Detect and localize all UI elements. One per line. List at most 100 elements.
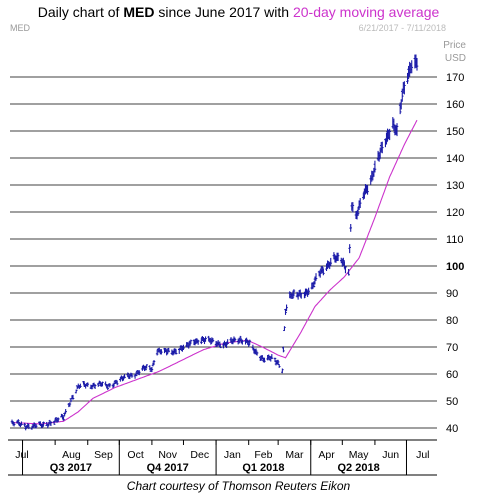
price-bar [196,339,200,345]
price-bar [314,273,318,281]
currency-axis-label: USD [445,53,466,64]
price-bar [385,132,388,145]
chart-title: Daily chart of MED since June 2017 with … [38,4,440,20]
x-quarter-label: Q4 2017 [147,462,189,474]
x-quarter-label: Q2 2018 [338,462,380,474]
price-bar [173,348,177,353]
y-tick-label-110: 110 [446,234,464,246]
y-tick-label-170: 170 [446,72,464,84]
y-tick-label-80: 80 [446,315,458,327]
price-bar [61,414,64,419]
price-bar [349,223,353,232]
price-bar [241,339,244,345]
price-bar [380,141,384,154]
date-range-label: 6/21/2017 - 7/11/2018 [359,23,446,33]
x-tick-label-jul: Jul [416,449,429,461]
price-bar [291,291,295,299]
y-tick-label-60: 60 [446,369,458,381]
price-bar [27,424,31,430]
price-bar [200,337,203,345]
footer-credit: Chart courtesy of Thomson Reuters Eikon [127,479,351,493]
price-bar [344,266,347,274]
price-bar [100,382,103,387]
price-bar [270,354,274,359]
price-bar [282,346,285,353]
price-bar [322,268,325,276]
price-bar [123,374,126,379]
title-ticker: MED [123,4,154,20]
price-bar [137,370,141,376]
title-prefix: Daily chart of [38,4,124,20]
price-bar [108,383,112,388]
price-bar [410,60,414,74]
title-middle: since June 2017 with [154,4,293,20]
price-bar [126,372,130,377]
y-tick-label-130: 130 [446,180,464,192]
price-bar [17,419,20,424]
x-tick-label-dec: Dec [190,449,209,461]
x-axis: Jul Aug Sep Oct Nov Dec Jan Feb Mar Apr May Jun Jul Q… [8,439,437,476]
gridlines [10,76,437,429]
price-bar [226,339,229,345]
price-bar [68,402,72,407]
x-tick-label-apr: Apr [318,449,335,461]
x-tick-label-jul: Jul [15,449,28,461]
x-tick-label-jan: Jan [224,449,241,461]
price-bar [20,421,23,426]
price-bar [281,368,284,374]
price-bar [106,385,110,390]
price-bar [332,252,336,260]
y-tick-label-120: 120 [446,207,464,219]
price-bar [347,268,350,276]
price-bar [283,326,286,332]
x-tick-label-feb: Feb [254,449,272,461]
symbol-label: MED [10,23,31,33]
y-tick-label-50: 50 [446,396,458,408]
price-bar [189,339,193,344]
price-bar [277,363,281,368]
x-tick-label-nov: Nov [158,449,177,461]
price-bar [174,349,178,355]
x-quarter-label: Q3 2017 [50,462,92,474]
price-bar [62,416,65,421]
price-bar [377,152,381,162]
price-bar [366,185,369,195]
price-bar [204,336,207,342]
price-bar [303,291,306,299]
x-tick-label-aug: Aug [62,449,81,461]
x-tick-label-mar: Mar [285,449,304,461]
price-bar [233,337,237,342]
price-bar [182,344,185,350]
price-bar [111,383,115,389]
price-bar [348,244,351,254]
price-bar [82,381,85,385]
x-tick-label-sep: Sep [94,449,113,461]
price-bar [12,422,16,427]
price-bar [134,372,138,377]
price-bar [145,364,148,369]
x-tick-label-jun: Jun [382,449,399,461]
y-tick-label-90: 90 [446,288,458,300]
price-bar [52,420,56,425]
price-bar [167,347,171,353]
price-bar [34,424,38,429]
price-bar [152,360,156,365]
price-bar [217,341,221,347]
price-bar [211,338,215,343]
price-bar [160,349,163,355]
price-bar [351,202,355,213]
x-tick-label-oct: Oct [127,449,143,461]
price-series [10,54,419,431]
price-bar [225,342,228,349]
price-bar [86,382,90,387]
price-bar [64,409,67,414]
price-bar [42,421,45,426]
price-bar [255,351,259,356]
price-bar [398,102,402,115]
price-bar [267,354,270,360]
price-bar [248,339,252,345]
price-bar [23,422,26,427]
price-bar [130,373,134,378]
price-bar [74,389,78,394]
x-tick-label-may: May [349,449,370,461]
